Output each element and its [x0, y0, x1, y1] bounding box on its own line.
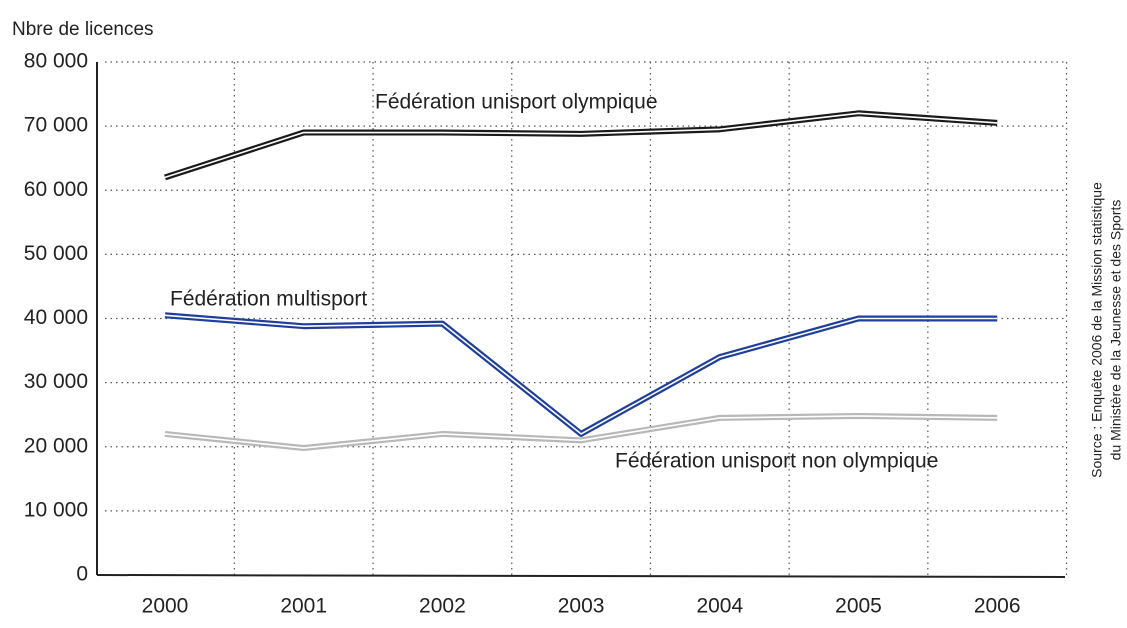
x-tick-label: 2002 [419, 595, 466, 618]
y-tick-label: 0 [76, 563, 88, 586]
y-axis-label: Nbre de licences [12, 19, 154, 40]
y-tick-label: 70 000 [24, 114, 88, 137]
series-line-highlight [164, 314, 998, 435]
series-line-highlight [164, 112, 998, 179]
x-tick-label: 2006 [974, 595, 1021, 618]
y-tick-label: 50 000 [24, 242, 88, 265]
y-tick-label: 40 000 [24, 306, 88, 329]
y-tick-label: 10 000 [24, 498, 88, 521]
series-line [164, 110, 998, 181]
y-tick-label: 80 000 [24, 50, 88, 73]
source-note: Source : Enquête 2006 de la Mission stat… [1089, 182, 1105, 478]
series-label: Fédération unisport olympique [375, 91, 658, 114]
series-line-highlight [164, 415, 998, 449]
source-note: du Ministère de la Jeunesse et des Sport… [1108, 200, 1124, 461]
x-tick-label: 2003 [558, 595, 605, 618]
x-tick-label: 2005 [835, 595, 882, 618]
x-tick-label: 2004 [696, 595, 743, 618]
y-tick-label: 30 000 [24, 370, 88, 393]
x-tick-label: 2001 [280, 595, 327, 618]
x-axis [96, 574, 1066, 578]
y-tick-label: 20 000 [24, 434, 88, 457]
x-tick-label: 2000 [142, 595, 189, 618]
series-label: Fédération unisport non olympique [615, 450, 938, 473]
y-tick-label: 60 000 [24, 178, 88, 201]
series-label: Fédération multisport [170, 288, 367, 311]
